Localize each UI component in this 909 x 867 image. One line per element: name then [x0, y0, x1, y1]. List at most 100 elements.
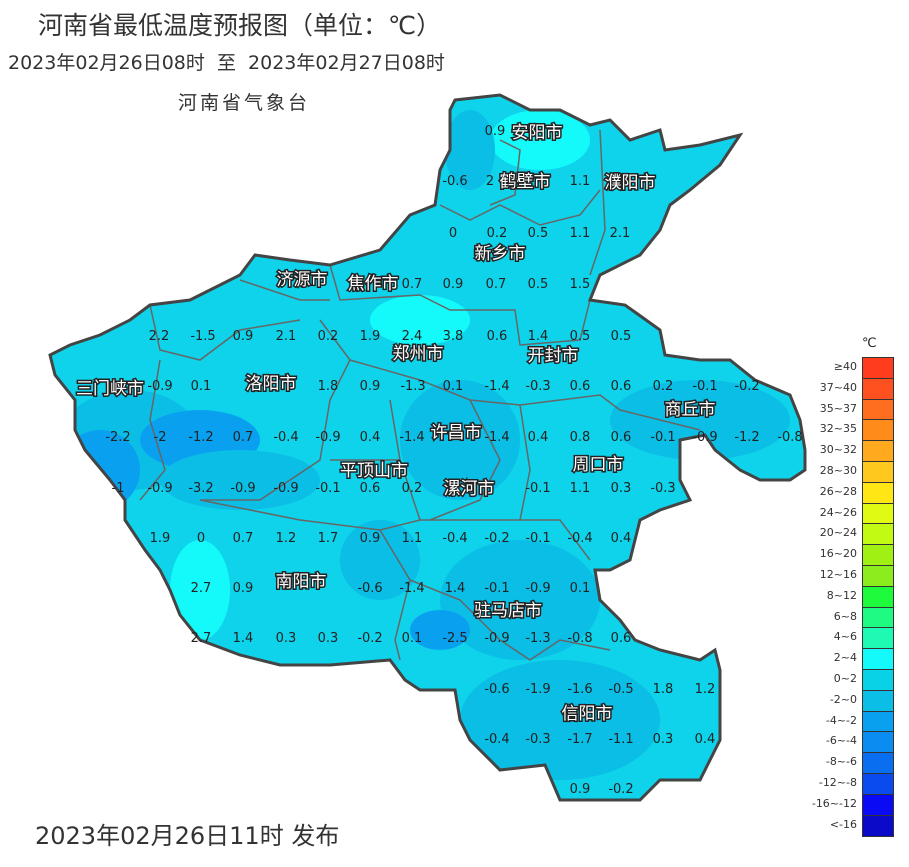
legend-swatch [862, 419, 894, 442]
temperature-value: -1.2 [188, 430, 213, 445]
legend-swatch [862, 544, 894, 567]
temperature-value: 1.1 [402, 531, 423, 546]
legend-label: 30~32 [819, 443, 857, 457]
city-label: 南阳市 [276, 572, 327, 592]
temperature-value: 0.5 [611, 329, 632, 344]
temperature-value: 2.7 [191, 631, 212, 646]
temperature-value: 0.7 [233, 531, 254, 546]
temperature-value: -0.9 [273, 481, 298, 496]
temperature-value: 1.1 [570, 174, 591, 189]
legend-label: 6~8 [833, 609, 857, 623]
temperature-value: 0.7 [233, 430, 254, 445]
temperature-value: -0.3 [650, 481, 675, 496]
legend-swatch [862, 627, 894, 650]
temperature-value: 0.1 [570, 581, 591, 596]
city-border [149, 304, 301, 361]
temperature-value: 2.4 [402, 329, 423, 344]
temperature-zone [445, 110, 495, 190]
temperature-value: -0.9 [147, 481, 172, 496]
temperature-value: -0.9 [230, 481, 255, 496]
temperature-value: 0.4 [360, 430, 381, 445]
city-border [519, 404, 531, 521]
city-label: 平顶山市 [340, 461, 408, 481]
legend-label: 26~28 [819, 484, 857, 498]
legend-label: 4~6 [833, 630, 857, 644]
legend-swatch [862, 502, 894, 525]
temperature-zone [160, 450, 320, 510]
temperature-value: -0.2 [734, 379, 759, 394]
temperature-value: 0.2 [653, 379, 674, 394]
legend-label: -4~-2 [825, 713, 857, 727]
legend-swatch [862, 585, 894, 608]
temperature-value: 2.2 [149, 329, 170, 344]
temperature-value: 2 [486, 174, 494, 189]
temperature-value: 0.3 [318, 631, 339, 646]
legend-swatch [862, 481, 894, 504]
legend-label: 35~37 [819, 401, 857, 415]
legend-item: 0~2 [822, 669, 894, 691]
city-label: 商丘市 [665, 400, 716, 420]
legend-label: 12~16 [819, 568, 857, 581]
legend-item: 4~6 [822, 627, 894, 650]
temperature-value: 1.5 [570, 277, 591, 292]
temperature-value: -1.3 [525, 631, 550, 646]
legend-label: 0~2 [833, 672, 857, 685]
city-label: 濮阳市 [605, 173, 656, 193]
legend-item: -12~-8 [819, 773, 894, 795]
city-borders [139, 129, 701, 661]
temperature-value: 0.9 [360, 379, 381, 394]
temperature-value: 0.9 [443, 277, 464, 292]
legend-swatch [862, 357, 894, 379]
temperature-value: 0.8 [570, 430, 591, 445]
city-border [489, 139, 521, 206]
city-label: 许昌市 [431, 423, 482, 443]
temperature-zone [610, 380, 790, 460]
temperature-value: 0.9 [570, 782, 591, 797]
temperature-value: 0.7 [486, 277, 507, 292]
legend-label: 16~20 [819, 547, 857, 561]
legend-swatch [862, 606, 894, 629]
temperature-value: -0.1 [525, 531, 550, 546]
legend-swatch [862, 710, 894, 733]
legend-item: 30~32 [819, 440, 894, 463]
temperature-value: 1.4 [233, 631, 254, 646]
city-label: 济源市 [277, 270, 328, 290]
legend-item: 2~4 [822, 648, 894, 671]
temperature-value: 0.5 [570, 329, 591, 344]
legend-item: -8~-6 [822, 752, 894, 775]
city-label: 开封市 [528, 346, 579, 366]
legend-swatch [862, 669, 894, 691]
temperature-value: -2.5 [442, 631, 467, 646]
temperature-value: 1.4 [528, 329, 549, 344]
legend-item: 28~30 [820, 461, 894, 483]
city-label: 安阳市 [512, 123, 563, 143]
temperature-value: 1.8 [318, 379, 339, 394]
temperature-zone [400, 380, 520, 500]
temperature-zone [170, 540, 230, 640]
city-label: 新乡市 [475, 244, 526, 264]
legend-swatch [862, 814, 894, 837]
temperature-value: -1.4 [399, 581, 424, 596]
temperature-value: 0 [197, 531, 205, 546]
city-label: 洛阳市 [246, 374, 297, 394]
temperature-value: 0.5 [528, 277, 549, 292]
temperature-zone [340, 520, 420, 600]
temperature-value: 0.6 [611, 430, 632, 445]
temperature-value: -0.2 [357, 631, 382, 646]
temperature-value: 0.2 [318, 329, 339, 344]
legend-swatch [862, 648, 894, 671]
temperature-value: -1.2 [734, 430, 759, 445]
issued-time: 2023年02月26日11时 发布 [35, 822, 340, 850]
legend-item: 35~37 [819, 398, 894, 421]
temperature-value: -0.1 [525, 481, 550, 496]
city-border [589, 129, 606, 276]
legend-item: ≥40 [822, 357, 894, 379]
legend-swatch [862, 565, 894, 587]
temperature-value: -0.8 [567, 631, 592, 646]
temperature-value: 0.3 [653, 732, 674, 747]
legend-label: 24~26 [819, 505, 857, 519]
city-border [200, 319, 351, 501]
temperature-value: 0.2 [487, 226, 508, 241]
